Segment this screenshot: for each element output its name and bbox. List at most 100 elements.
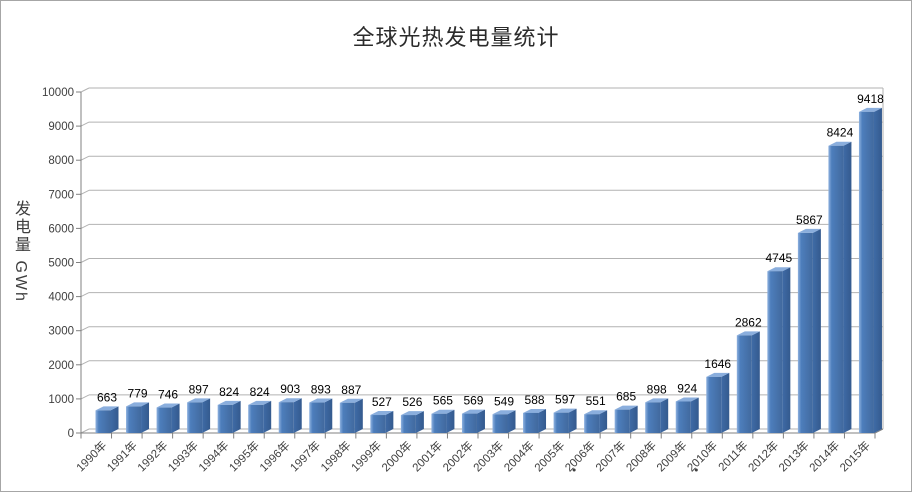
bar-side-face [782,267,791,433]
x-category-label: 1998年 [318,438,354,474]
bar-side-face [232,400,241,433]
bar [553,412,569,433]
bar [492,414,508,433]
bar [584,414,600,433]
stray-dot-mark [572,468,576,472]
x-category-label: 2001年 [409,438,445,474]
bar-value-label: 549 [494,394,514,408]
bar-side-face [171,403,180,433]
bar-side-face [110,406,119,433]
x-category-label: 2002年 [440,438,476,474]
bar-value-label: 597 [555,393,575,407]
bar-top-face [156,403,180,408]
bar-top-face [309,398,333,403]
y-tick-label: 2000 [48,360,74,372]
bar [400,415,416,433]
gridline-depth-connector [80,223,90,229]
bar-top-face [400,411,424,416]
bar-value-label: 1646 [704,357,731,371]
bar-top-face [523,408,547,413]
bar-top-face [553,408,577,413]
x-category-label: 2009年 [653,438,689,474]
bar-side-face [385,411,394,433]
bar-side-face [476,409,485,433]
x-category-label: 2008年 [623,438,659,474]
bar [828,145,844,434]
bar-value-label: 893 [311,383,331,397]
bar-top-face [614,405,638,410]
bar [187,402,203,433]
x-category-label: 2005年 [531,438,567,474]
bar-top-face [278,398,302,403]
gridline-depth-connector [80,121,90,127]
bar-value-label: 824 [219,385,239,399]
bar-side-face [629,405,638,433]
bar-side-face [507,410,516,433]
bar [767,271,783,433]
y-tick-label: 8000 [48,155,74,167]
bar-side-face [141,402,150,433]
bar-value-label: 9418 [857,92,884,106]
bar-top-face [767,267,791,272]
bar-value-label: 565 [433,394,453,408]
bar-side-face [446,409,455,433]
bar [706,376,722,433]
bar-top-face [858,107,882,112]
bar-value-label: 924 [677,381,697,395]
x-category-label: 2010年 [684,438,720,474]
y-tick-label: 6000 [48,223,74,235]
bar-value-label: 903 [280,382,300,396]
bar-top-face [339,398,363,403]
y-tick-label: 10000 [42,87,74,99]
bar-value-label: 2862 [735,315,762,329]
x-category-label: 2003年 [470,438,506,474]
y-tick-label: 3000 [48,326,74,338]
bar-side-face [324,398,333,433]
x-category-label: 1991年 [104,438,140,474]
bar-top-face [95,406,119,411]
x-category-label: 1992年 [134,438,170,474]
bar [645,402,661,433]
x-category-label: 2014年 [806,438,842,474]
gridline-depth-connector [80,292,90,298]
y-tick-label: 5000 [48,258,74,270]
bar-side-face [751,331,760,433]
bar [797,232,813,433]
bar-side-face [873,107,882,434]
x-category-label: 1993年 [165,438,201,474]
bar [675,401,691,433]
bar [339,402,355,433]
bar-value-label: 526 [402,395,422,409]
x-category-label: 2013年 [776,438,812,474]
bar-value-label: 897 [189,382,209,396]
bar-value-label: 779 [128,386,148,400]
bar-value-label: 887 [341,383,361,397]
bar [431,413,447,433]
bar-top-face [217,400,241,405]
bar-top-face [706,372,730,377]
bar-top-face [645,398,669,403]
bar-value-label: 569 [463,394,483,408]
bar-top-face [492,410,516,415]
bar-side-face [263,400,272,433]
x-category-label: 1990年 [73,438,109,474]
x-category-label: 2006年 [562,438,598,474]
bar [126,406,142,433]
bar-value-label: 824 [250,385,270,399]
bar [736,335,752,433]
bar [461,413,477,433]
x-category-label: 2000年 [379,438,415,474]
bar-side-face [660,398,669,433]
bar-side-face [202,398,211,433]
chart-title: 全球光热发电量统计 [352,25,560,50]
bar [523,412,539,433]
gridline-depth-connector [80,360,90,366]
y-tick-label: 4000 [48,292,74,304]
bar-top-face [736,331,760,336]
bar-side-face [568,408,577,433]
bar-side-face [354,398,363,433]
bar [248,404,264,433]
bar-value-label: 551 [586,394,606,408]
y-axis-title: 发电量 GWh [12,200,29,303]
x-category-label: 1995年 [226,438,262,474]
